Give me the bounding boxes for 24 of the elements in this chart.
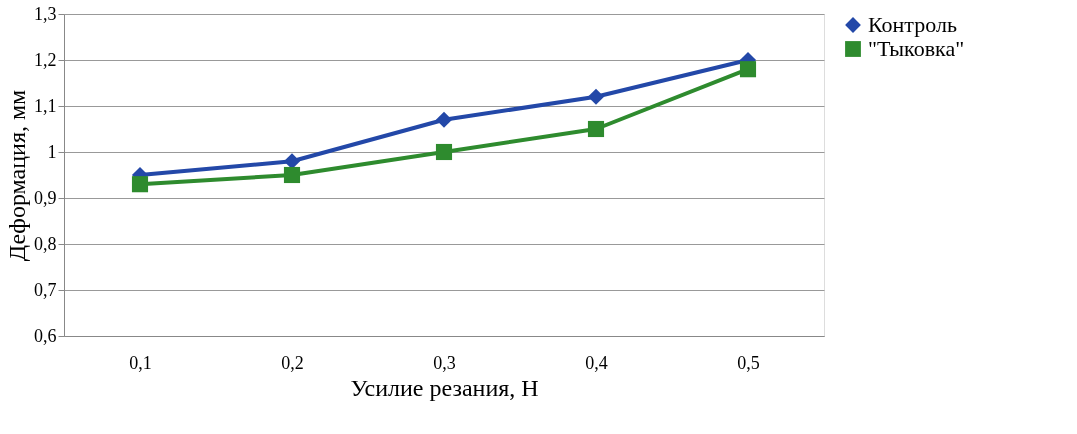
y-tick-label: 1,1 bbox=[34, 95, 57, 116]
y-tick-label: 0,9 bbox=[34, 187, 57, 208]
y-tick-label: 0,6 bbox=[34, 325, 57, 346]
point bbox=[283, 166, 301, 184]
y-tick-label: 1,3 bbox=[34, 3, 57, 24]
y-tick-label: 0,8 bbox=[34, 233, 57, 254]
y-axis-title: Деформация, мм bbox=[4, 89, 30, 262]
point bbox=[587, 120, 605, 138]
legend-label: Контроль bbox=[868, 12, 957, 37]
y-tick-label: 1,2 bbox=[34, 49, 57, 70]
y-tick-label: 1 bbox=[47, 141, 57, 162]
x-tick-label: 0,5 bbox=[737, 352, 760, 373]
point bbox=[131, 176, 149, 193]
x-tick-label: 0,3 bbox=[433, 352, 456, 373]
x-tick-label: 0,2 bbox=[281, 352, 304, 373]
legend-label: "Тыковка" bbox=[868, 36, 965, 61]
x-axis-title: Усилие резания, Н bbox=[350, 374, 539, 401]
y-tick-label: 0,7 bbox=[34, 279, 57, 300]
x-tick-label: 0,4 bbox=[585, 352, 608, 373]
point bbox=[739, 61, 757, 78]
x-tick-label: 0,1 bbox=[129, 352, 152, 373]
point bbox=[435, 111, 453, 128]
point bbox=[435, 143, 453, 161]
point bbox=[587, 88, 605, 105]
